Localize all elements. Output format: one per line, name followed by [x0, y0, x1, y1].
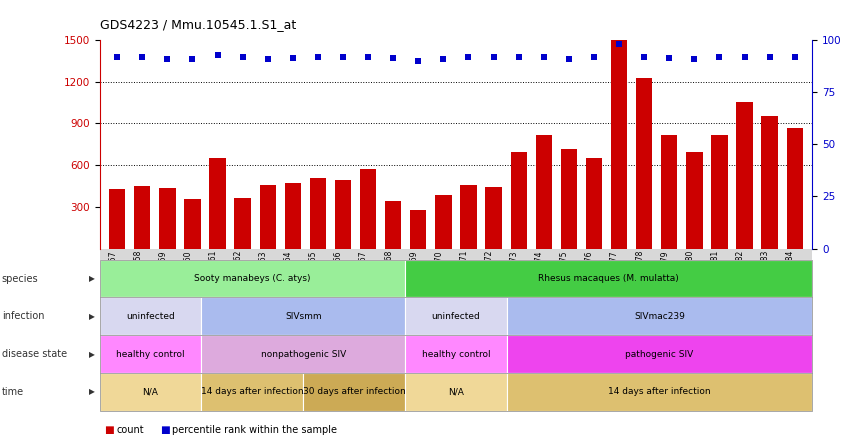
Bar [736, 102, 753, 249]
Bar [761, 116, 778, 249]
Point [537, 53, 551, 60]
Text: N/A: N/A [448, 387, 464, 396]
Bar [611, 0, 627, 249]
Text: healthy control: healthy control [116, 349, 184, 359]
Bar [385, 201, 401, 249]
Text: uninfected: uninfected [126, 312, 175, 321]
Text: ▶: ▶ [89, 349, 95, 359]
Bar [436, 195, 451, 249]
Text: time: time [2, 387, 24, 397]
Bar [260, 185, 276, 249]
Text: disease state: disease state [2, 349, 67, 359]
Text: GDS4223 / Mmu.10545.1.S1_at: GDS4223 / Mmu.10545.1.S1_at [100, 18, 296, 31]
Text: ■: ■ [160, 425, 170, 435]
Point [688, 56, 701, 63]
Point [562, 56, 576, 63]
Bar [335, 180, 352, 249]
Bar [636, 78, 652, 249]
Bar [461, 185, 476, 249]
Point [185, 56, 199, 63]
Point [160, 56, 174, 63]
Text: Sooty manabeys (C. atys): Sooty manabeys (C. atys) [194, 274, 311, 283]
Text: count: count [116, 425, 144, 435]
Text: SIVmac239: SIVmac239 [634, 312, 685, 321]
Bar [310, 178, 326, 249]
Point [763, 53, 777, 60]
Point [135, 53, 149, 60]
Point [512, 53, 526, 60]
Text: 30 days after infection: 30 days after infection [303, 387, 405, 396]
Text: Rhesus macaques (M. mulatta): Rhesus macaques (M. mulatta) [539, 274, 679, 283]
Text: healthy control: healthy control [422, 349, 490, 359]
Point [487, 53, 501, 60]
Point [311, 53, 325, 60]
Bar [711, 135, 727, 249]
Bar [585, 158, 602, 249]
Point [462, 53, 475, 60]
Point [210, 52, 224, 59]
Bar [109, 189, 126, 249]
Point [361, 53, 375, 60]
Bar [210, 158, 226, 249]
Bar [159, 188, 176, 249]
Point [612, 40, 626, 48]
Text: ▶: ▶ [89, 387, 95, 396]
Point [286, 55, 300, 62]
Bar [486, 187, 501, 249]
Text: percentile rank within the sample: percentile rank within the sample [172, 425, 338, 435]
Text: ▶: ▶ [89, 312, 95, 321]
Bar [661, 135, 677, 249]
Point [662, 55, 676, 62]
Point [713, 53, 727, 60]
Text: N/A: N/A [143, 387, 158, 396]
Point [637, 53, 651, 60]
Bar [360, 169, 376, 249]
Text: pathogenic SIV: pathogenic SIV [625, 349, 694, 359]
Point [110, 53, 124, 60]
Bar [235, 198, 251, 249]
Bar [560, 149, 577, 249]
Point [788, 54, 802, 61]
Text: ■: ■ [104, 425, 113, 435]
Text: nonpathogenic SIV: nonpathogenic SIV [261, 349, 346, 359]
Bar [786, 128, 803, 249]
Bar [511, 152, 527, 249]
Text: ▶: ▶ [89, 274, 95, 283]
Bar [134, 186, 151, 249]
Point [587, 53, 601, 60]
Text: 14 days after infection: 14 days after infection [201, 387, 304, 396]
Text: uninfected: uninfected [431, 312, 481, 321]
Bar [410, 210, 426, 249]
Bar [285, 182, 301, 249]
Text: species: species [2, 274, 38, 284]
Point [436, 56, 450, 63]
Point [411, 57, 425, 64]
Bar [184, 199, 201, 249]
Point [261, 56, 275, 63]
Text: SIVsmm: SIVsmm [285, 312, 321, 321]
Bar [536, 135, 552, 249]
Text: infection: infection [2, 311, 44, 321]
Point [236, 53, 249, 60]
Point [336, 53, 350, 60]
Point [386, 55, 400, 62]
Point [738, 53, 752, 60]
Text: 14 days after infection: 14 days after infection [608, 387, 711, 396]
Bar [686, 152, 702, 249]
